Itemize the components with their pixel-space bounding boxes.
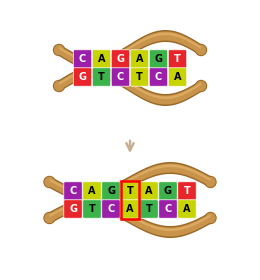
FancyBboxPatch shape [64, 200, 82, 218]
Circle shape [45, 178, 54, 186]
Circle shape [197, 81, 205, 90]
Circle shape [205, 176, 216, 188]
Polygon shape [59, 32, 201, 69]
Circle shape [206, 178, 215, 186]
Circle shape [196, 45, 206, 55]
Circle shape [44, 176, 55, 188]
Text: C: C [164, 204, 172, 214]
Polygon shape [59, 69, 201, 99]
FancyBboxPatch shape [92, 68, 111, 86]
FancyBboxPatch shape [168, 68, 187, 86]
Text: G: G [164, 186, 172, 196]
Text: T: T [184, 186, 190, 196]
Text: A: A [88, 186, 96, 196]
FancyBboxPatch shape [121, 182, 139, 200]
Text: A: A [145, 186, 153, 196]
Bar [121, 181, 139, 219]
Text: T: T [146, 204, 152, 214]
Text: C: C [117, 72, 124, 82]
Polygon shape [59, 66, 201, 106]
FancyBboxPatch shape [178, 200, 196, 218]
Circle shape [197, 46, 205, 55]
Polygon shape [59, 30, 201, 70]
Polygon shape [49, 164, 211, 200]
FancyBboxPatch shape [73, 50, 92, 68]
Text: A: A [136, 54, 143, 64]
FancyBboxPatch shape [64, 182, 82, 200]
Circle shape [44, 213, 55, 223]
FancyBboxPatch shape [130, 68, 149, 86]
Text: C: C [155, 72, 162, 82]
Polygon shape [49, 200, 211, 237]
Text: C: C [107, 204, 115, 214]
FancyBboxPatch shape [149, 50, 168, 68]
FancyBboxPatch shape [149, 68, 168, 86]
FancyBboxPatch shape [73, 68, 92, 86]
FancyBboxPatch shape [83, 200, 101, 218]
Circle shape [205, 213, 216, 223]
Text: T: T [174, 54, 181, 64]
Text: T: T [127, 186, 133, 196]
Text: T: T [89, 204, 95, 214]
FancyBboxPatch shape [159, 182, 177, 200]
Polygon shape [59, 32, 201, 63]
Text: G: G [69, 204, 77, 214]
FancyBboxPatch shape [178, 182, 196, 200]
Circle shape [45, 213, 54, 223]
FancyBboxPatch shape [159, 200, 177, 218]
Circle shape [55, 46, 63, 55]
Text: G: G [116, 54, 125, 64]
Circle shape [54, 81, 64, 92]
Circle shape [206, 213, 215, 223]
FancyBboxPatch shape [168, 50, 187, 68]
FancyBboxPatch shape [111, 68, 130, 86]
Text: T: T [136, 72, 143, 82]
FancyBboxPatch shape [83, 182, 101, 200]
Text: C: C [69, 186, 77, 196]
FancyBboxPatch shape [140, 182, 158, 200]
FancyBboxPatch shape [121, 200, 139, 218]
Circle shape [55, 81, 63, 90]
Text: T: T [98, 72, 105, 82]
FancyBboxPatch shape [102, 200, 120, 218]
FancyBboxPatch shape [92, 50, 111, 68]
FancyBboxPatch shape [111, 50, 130, 68]
Text: A: A [126, 204, 134, 214]
Circle shape [196, 81, 206, 92]
Polygon shape [49, 200, 211, 231]
Text: G: G [154, 54, 162, 64]
Text: A: A [174, 72, 181, 82]
Text: A: A [183, 204, 191, 214]
Text: A: A [98, 54, 105, 64]
Polygon shape [49, 162, 211, 202]
Text: C: C [79, 54, 86, 64]
Polygon shape [49, 198, 211, 238]
FancyBboxPatch shape [130, 50, 149, 68]
Polygon shape [49, 165, 211, 195]
Text: G: G [107, 186, 115, 196]
Polygon shape [59, 67, 201, 104]
Text: G: G [79, 72, 87, 82]
Circle shape [54, 45, 64, 55]
FancyBboxPatch shape [102, 182, 120, 200]
FancyBboxPatch shape [140, 200, 158, 218]
